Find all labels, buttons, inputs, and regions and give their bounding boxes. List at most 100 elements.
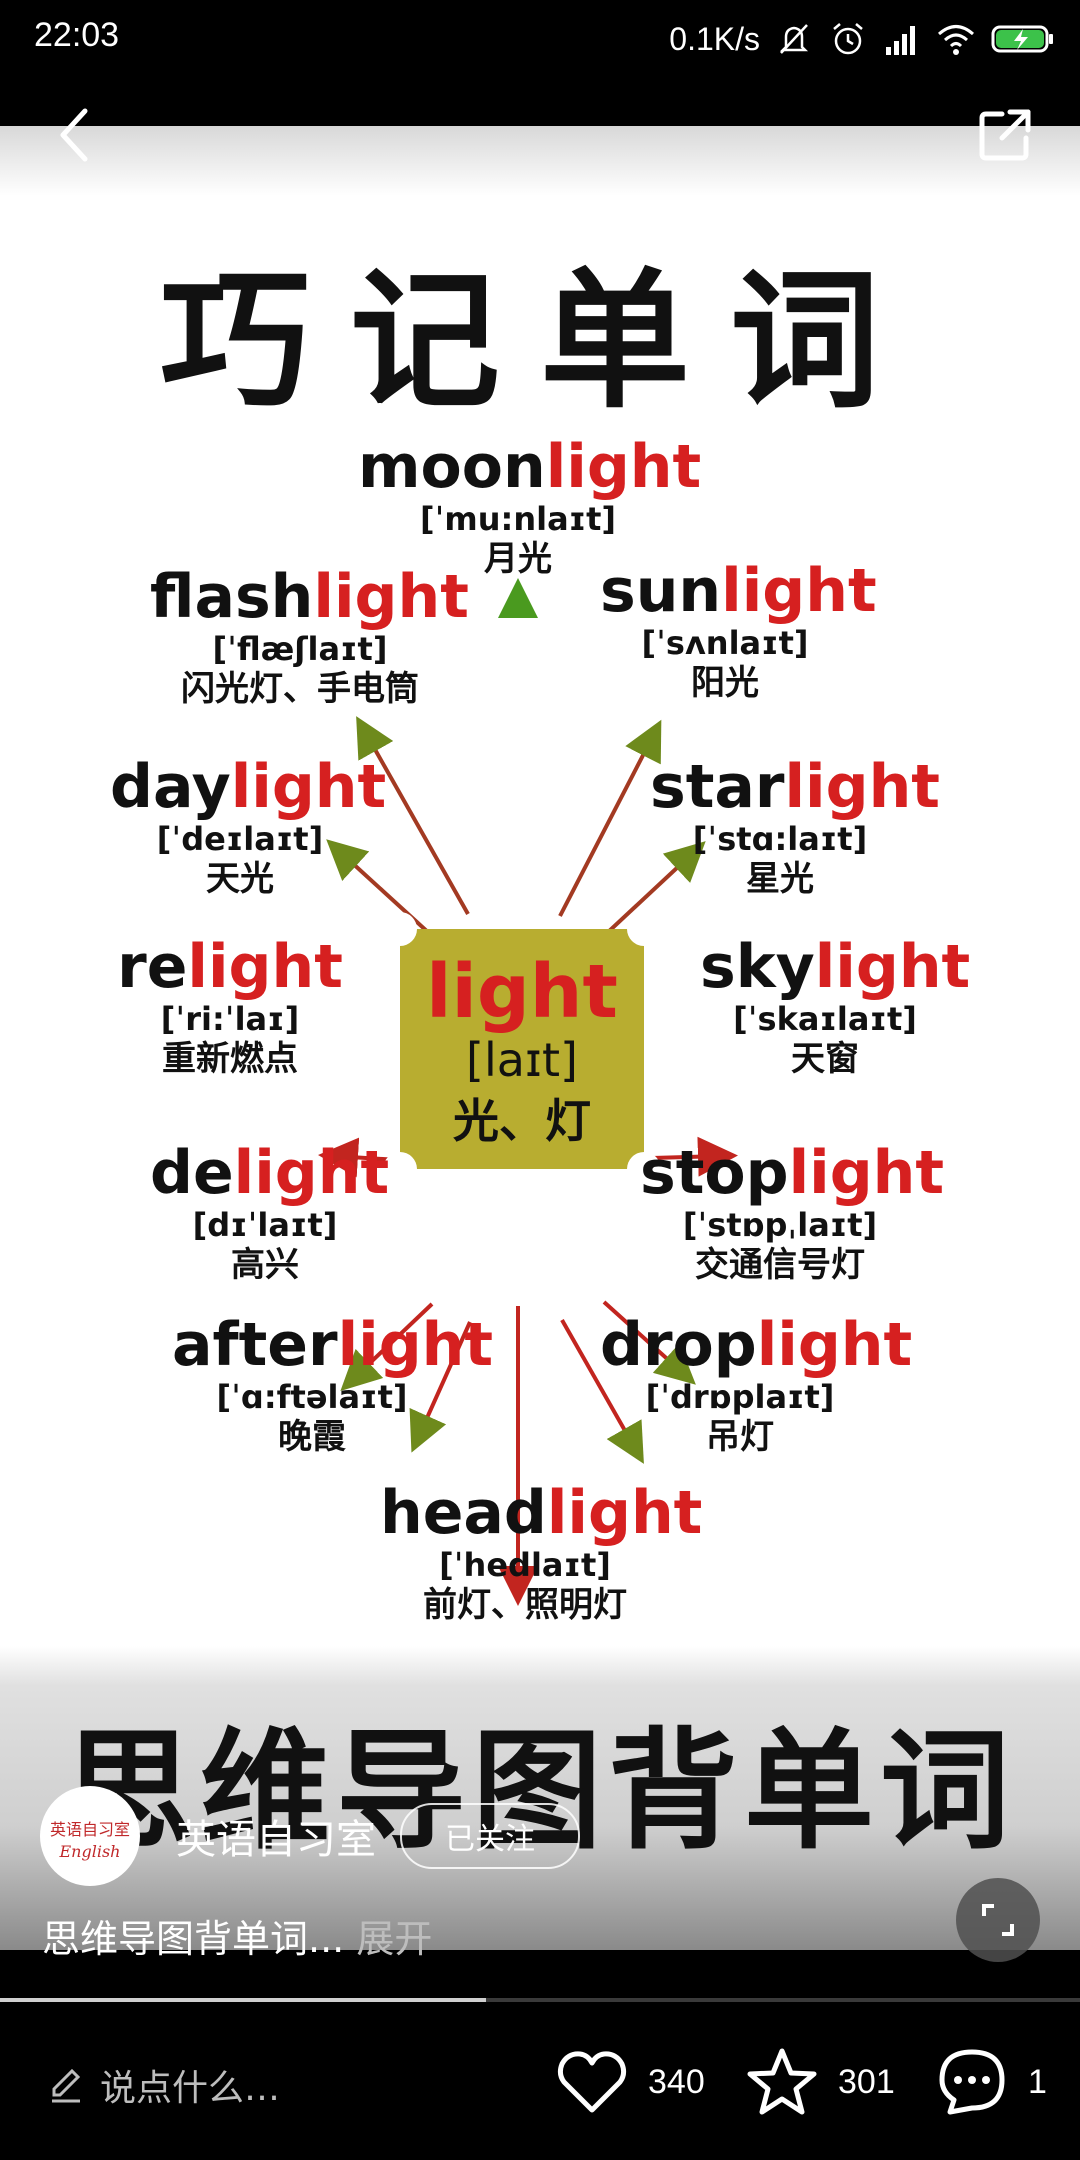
- avatar-subtext: English: [59, 1842, 121, 1861]
- box-corner-notch: [383, 1152, 417, 1186]
- comment-placeholder: 说点什么…: [100, 2068, 281, 2109]
- battery-charging-icon: [991, 25, 1053, 53]
- status-icons: 0.1K/s: [669, 14, 1056, 64]
- like-count: 340: [648, 2062, 705, 2101]
- center-word-box: light [laɪt] 光、灯: [383, 912, 661, 1186]
- poster-image[interactable]: 巧记单词: [0, 126, 1080, 1950]
- word-suffix: light: [313, 562, 469, 632]
- node-daylight: daylight [ˈdeɪlaɪt] 天光: [110, 756, 386, 900]
- node-meaning: 闪光灯、手电筒: [181, 669, 419, 709]
- avatar[interactable]: 英语自习室 English: [40, 1786, 140, 1886]
- arrow-droplight: [560, 1319, 644, 1464]
- comment-input[interactable]: 说点什么…: [46, 2050, 280, 2120]
- word-suffix: light: [756, 1310, 913, 1380]
- node-sunlight: sunlight [ˈsʌnlaɪt] 阳光: [600, 560, 877, 704]
- word-prefix: after: [172, 1310, 338, 1380]
- share-button[interactable]: [970, 100, 1040, 170]
- caption[interactable]: 思维导图背单词... 展开: [42, 1908, 432, 1963]
- status-time: 22:03: [34, 16, 120, 54]
- node-ipa: [ˈstɒpˌlaɪt]: [682, 1206, 878, 1244]
- node-afterlight: afterlight [ˈɑ:ftəlaɪt] 晚霞: [172, 1314, 493, 1458]
- node-word: droplight: [600, 1314, 912, 1377]
- word-prefix: re: [117, 932, 188, 1002]
- like-button[interactable]: 340: [556, 2042, 705, 2122]
- heart-icon: [557, 2051, 627, 2113]
- bell-off-icon: [779, 24, 809, 54]
- word-suffix: light: [233, 1138, 390, 1208]
- node-word: starlight: [650, 756, 940, 819]
- expand-link[interactable]: 展开: [344, 1917, 433, 1961]
- node-ipa: [ˈdrɒplaɪt]: [645, 1378, 835, 1416]
- word-prefix: star: [650, 752, 785, 822]
- node-word: flashlight: [150, 566, 469, 629]
- fullscreen-button[interactable]: [956, 1878, 1040, 1962]
- video-progress[interactable]: [0, 1998, 1080, 2002]
- word-suffix: light: [545, 432, 702, 502]
- arrow-skylight: [651, 1136, 738, 1177]
- arrow-delight: [340, 1302, 434, 1392]
- word-suffix: light: [337, 1310, 494, 1380]
- status-bar: 22:03 0.1K/s: [0, 0, 1080, 80]
- node-word: daylight: [110, 756, 386, 819]
- word-prefix: drop: [600, 1310, 757, 1380]
- network-speed: 0.1K/s: [669, 20, 760, 57]
- box-corner-notch: [383, 912, 417, 946]
- node-ipa: [ˈsʌnlaɪt]: [641, 624, 809, 662]
- node-word: afterlight: [172, 1314, 493, 1377]
- pencil-icon: [52, 2068, 81, 2103]
- word-suffix: light: [784, 752, 940, 822]
- star-icon: [747, 2048, 817, 2115]
- node-meaning: 星光: [746, 859, 814, 899]
- node-word: delight: [150, 1142, 389, 1205]
- node-delight: delight [dɪˈlaɪt] 高兴: [150, 1142, 389, 1286]
- comment-bubble-icon: [939, 2049, 1005, 2115]
- word-suffix: light: [187, 932, 343, 1002]
- alarm-icon: [833, 23, 863, 55]
- share-icon: [979, 109, 1031, 161]
- word-prefix: sun: [600, 556, 722, 626]
- word-suffix: light: [721, 556, 877, 626]
- node-meaning: 吊灯: [706, 1417, 774, 1457]
- node-ipa: [ˈstɑ:laɪt]: [692, 820, 868, 858]
- word-prefix: stop: [640, 1138, 789, 1208]
- arrow-flashlight: [356, 716, 470, 915]
- node-word: moonlight: [358, 436, 701, 499]
- author-row: 英语自习室 English 英语自习室 已关注: [40, 1786, 580, 1886]
- node-ipa: [ˈɑ:ftəlaɪt]: [216, 1378, 408, 1416]
- node-meaning: 晚霞: [278, 1417, 346, 1457]
- node-ipa: [ˈhedlaɪt]: [439, 1546, 611, 1584]
- comment-button[interactable]: 1: [936, 2042, 1047, 2122]
- word-suffix: light: [788, 1138, 945, 1208]
- author-name[interactable]: 英语自习室: [176, 1817, 376, 1863]
- node-ipa: [ˈdeɪlaɪt]: [156, 820, 324, 858]
- node-word: sunlight: [600, 560, 877, 623]
- node-meaning: 高兴: [231, 1245, 299, 1285]
- node-meaning: 月光: [484, 539, 552, 579]
- word-suffix: light: [230, 752, 387, 822]
- node-starlight: starlight [ˈstɑ:laɪt] 星光: [650, 756, 940, 900]
- node-word: relight: [110, 936, 350, 999]
- word-suffix: light: [546, 1478, 703, 1548]
- node-meaning: 天光: [206, 859, 274, 899]
- node-meaning: 阳光: [691, 663, 759, 703]
- node-meaning: 天窗: [791, 1039, 859, 1079]
- favorite-button[interactable]: 301: [746, 2042, 895, 2122]
- center-word: light: [426, 949, 618, 1035]
- word-prefix: moon: [358, 432, 546, 502]
- node-skylight: skylight [ˈskaɪlaɪt] 天窗: [700, 936, 970, 1080]
- follow-button[interactable]: 已关注: [400, 1803, 580, 1869]
- bottom-bar: 说点什么… 340 301 1: [0, 2004, 1080, 2160]
- node-word: stoplight: [640, 1142, 944, 1205]
- arrow-afterlight: [409, 1321, 472, 1453]
- node-stoplight: stoplight [ˈstɒpˌlaɪt] 交通信号灯: [640, 1142, 944, 1286]
- box-corner-notch: [627, 912, 661, 946]
- word-prefix: flash: [150, 562, 314, 632]
- center-meaning: 光、灯: [453, 1093, 591, 1148]
- back-button[interactable]: [40, 100, 110, 170]
- poster-title: 巧记单词: [159, 255, 920, 429]
- progress-fill: [0, 1998, 486, 2002]
- chevron-left-icon: [60, 108, 88, 162]
- fullscreen-icon: [982, 1904, 1014, 1936]
- comment-count: 1: [1028, 2062, 1047, 2101]
- avatar-text: 英语自习室: [49, 1820, 130, 1839]
